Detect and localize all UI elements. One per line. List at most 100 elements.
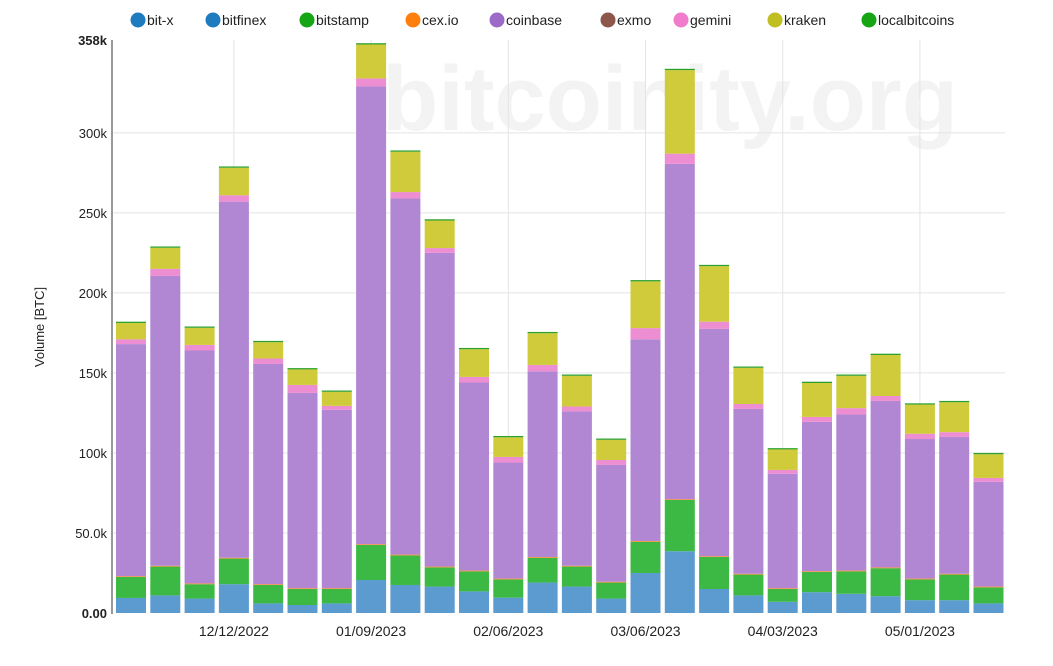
bar-segment-bitstamp (218, 558, 249, 585)
bar-segment-kraken (630, 281, 661, 329)
legend-label: coinbase (506, 12, 562, 28)
bar-segment-cex.io (527, 556, 558, 558)
bar-segment-kraken (527, 333, 558, 365)
bar-segment-cex.io (904, 578, 935, 580)
bar-segment-coinbase (836, 414, 867, 571)
legend-item-kraken[interactable]: kraken (767, 12, 827, 28)
bar-stack (493, 435, 524, 613)
bar-segment-bitstamp (459, 571, 489, 592)
bar-segment-kraken (664, 70, 695, 154)
bar-segment-cex.io (630, 540, 661, 542)
legend-item-bitstamp[interactable]: bitstamp (299, 12, 370, 28)
bar-segment-coinbase (630, 339, 661, 541)
legend-item-gemini[interactable]: gemini (673, 12, 732, 28)
legend-label: exmo (617, 12, 651, 28)
bar-stack (424, 219, 455, 613)
bar-segment-coinbase (973, 481, 1004, 587)
bar-segment-coinbase (459, 382, 489, 571)
legend-item-localbitcoins[interactable]: localbitcoins (861, 12, 955, 28)
bar-segment-bitstamp (424, 567, 455, 587)
bar-segment-bitfinex (493, 597, 524, 613)
bar-segment-gemini (596, 459, 627, 465)
y-tick-label: 100k (79, 446, 108, 461)
bar-stack (630, 280, 661, 613)
bar-segment-gemini (459, 376, 489, 383)
bar-segment-localbitcoins (733, 366, 764, 368)
legend-item-bitfinex[interactable]: bitfinex (205, 12, 267, 28)
bar-segment-gemini (218, 195, 249, 202)
y-axis-label: Volume [BTC] (32, 287, 47, 367)
bar-segment-gemini (630, 328, 661, 340)
bar-segment-localbitcoins (836, 374, 867, 376)
bar-segment-coinbase (424, 252, 455, 567)
bar-segment-coinbase (218, 201, 249, 558)
bar-segment-kraken (321, 391, 352, 406)
bar-segment-coinbase (904, 439, 935, 579)
bar-segment-coinbase (253, 363, 284, 585)
bar-segment-cex.io (150, 565, 181, 567)
bar-segment-coinbase (802, 421, 832, 572)
bar-segment-bitstamp (870, 568, 901, 597)
bar-segment-coinbase (116, 344, 146, 577)
bar-segment-localbitcoins (424, 219, 455, 221)
bar-segment-bitfinex (321, 603, 352, 613)
bar-stack (904, 403, 935, 613)
bar-segment-kraken (253, 342, 284, 359)
bar-segment-bitfinex (870, 596, 901, 613)
bar-segment-kraken (116, 322, 146, 340)
bar-segment-bitfinex (218, 584, 249, 613)
bar-segment-coinbase (870, 400, 901, 568)
bar-segment-bitstamp (973, 587, 1004, 604)
legend-label: bit-x (147, 12, 173, 28)
bar-segment-gemini (390, 192, 421, 199)
bar-segment-bitstamp (904, 579, 935, 601)
bar-stack (116, 321, 146, 613)
bar-segment-coinbase (939, 436, 970, 574)
bar-segment-cex.io (287, 588, 318, 589)
bar-segment-cex.io (870, 567, 901, 569)
bar-segment-bitfinex (630, 572, 661, 613)
bar-segment-localbitcoins (527, 331, 558, 334)
bar-segment-gemini (424, 248, 455, 253)
bar-segment-coinbase (733, 408, 764, 574)
legend-item-cex.io[interactable]: cex.io (405, 12, 459, 28)
legend-item-coinbase[interactable]: coinbase (489, 12, 563, 28)
bar-segment-bitfinex (253, 603, 284, 613)
bar-segment-localbitcoins (664, 68, 695, 71)
bar-segment-coinbase (767, 473, 798, 589)
bar-segment-bitfinex (664, 551, 695, 613)
bar-segment-bitfinex (699, 588, 730, 613)
bar-segment-kraken (150, 247, 181, 269)
bar-segment-cex.io (218, 557, 249, 559)
bar-segment-localbitcoins (253, 340, 284, 343)
bar-segment-bitstamp (733, 574, 764, 596)
bar-segment-localbitcoins (939, 400, 970, 403)
bar-segment-localbitcoins (493, 435, 524, 438)
bar-segment-gemini (664, 153, 695, 164)
bar-segment-gemini (493, 456, 524, 463)
bar-stack (561, 374, 592, 613)
x-tick-label: 04/03/2023 (748, 623, 818, 639)
legend-marker-icon (600, 12, 616, 28)
bar-segment-cex.io (116, 576, 146, 577)
bar-segment-bitstamp (939, 574, 970, 601)
bar-segment-bitstamp (699, 556, 730, 589)
legend: bit-x bitfinex bitstamp cex.io coinbase exmo g… (130, 12, 955, 28)
legend-marker-icon (205, 12, 221, 28)
bar-segment-kraken (390, 151, 421, 193)
legend-item-exmo[interactable]: exmo (600, 12, 652, 28)
bar-stack (253, 340, 284, 613)
bar-segment-coinbase (390, 198, 421, 555)
y-tick-label: 150k (79, 366, 108, 381)
y-tick-label: 0.00 (82, 606, 107, 621)
bar-stack (184, 326, 215, 613)
bar-segment-coinbase (527, 371, 558, 557)
x-axis-ticks: 12/12/2022 01/09/2023 02/06/2023 03/06/2023… (199, 623, 955, 639)
bar-stack (973, 452, 1004, 613)
bar-segment-localbitcoins (561, 374, 592, 376)
bar-segment-bitstamp (630, 541, 661, 573)
bars (116, 43, 1004, 613)
legend-item-bit-x[interactable]: bit-x (130, 12, 174, 28)
bar-segment-coinbase (184, 350, 215, 584)
